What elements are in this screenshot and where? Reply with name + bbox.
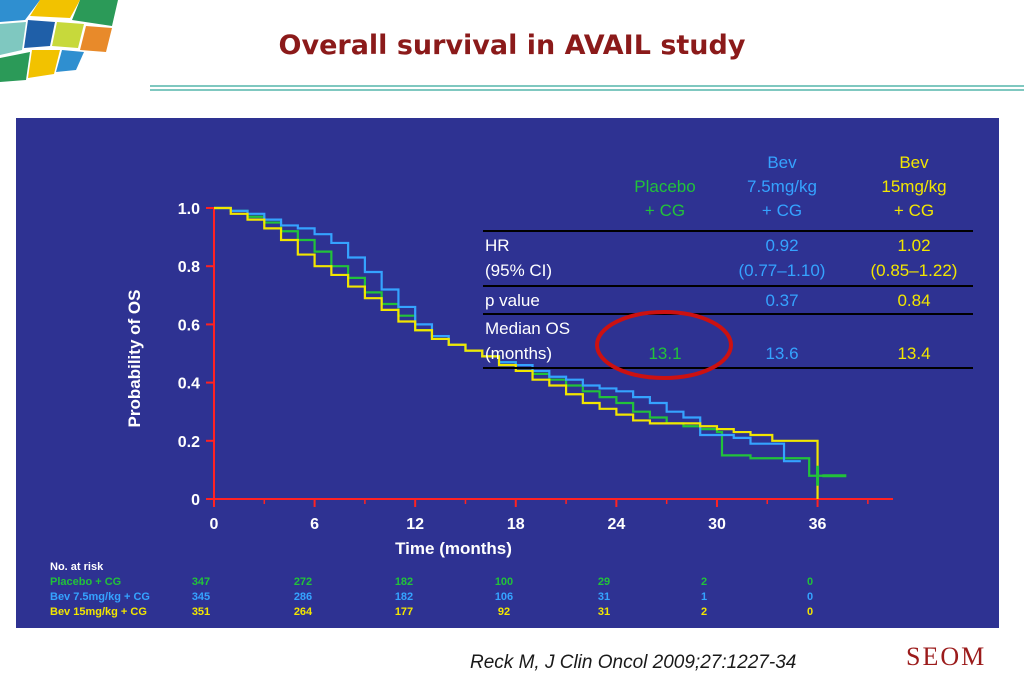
citation: Reck M, J Clin Oncol 2009;27:1227-34 <box>470 652 797 673</box>
risk-value: 345 <box>192 591 210 603</box>
risk-row-label: Bev 15mg/kg + CG <box>50 606 147 618</box>
table-cell: 1.02 <box>897 236 930 255</box>
table-row-label: (months) <box>485 344 552 363</box>
x-tick-label: 0 <box>210 516 219 533</box>
risk-row-label: Bev 7.5mg/kg + CG <box>50 591 150 603</box>
x-tick-label: 18 <box>507 516 525 533</box>
risk-value: 31 <box>598 591 610 603</box>
risk-value: 2 <box>701 576 707 588</box>
title-divider <box>150 85 1024 91</box>
table-column-header: + CG <box>894 201 934 220</box>
footnote: ITT (intent to treat) population <box>42 643 240 660</box>
risk-value: 1 <box>701 591 707 603</box>
risk-value: 31 <box>598 606 610 618</box>
risk-row-label: Placebo + CG <box>50 576 121 588</box>
table-cell: (0.85–1.22) <box>871 261 958 280</box>
risk-table-header: No. at risk <box>50 561 104 573</box>
table-row-label: p value <box>485 291 540 310</box>
y-tick-label: 0.2 <box>178 434 200 451</box>
table-row-label: Median OS <box>485 319 570 338</box>
table-row-label: HR <box>485 236 510 255</box>
risk-value: 182 <box>395 576 413 588</box>
risk-value: 0 <box>807 591 813 603</box>
table-cell: 13.1 <box>648 344 681 363</box>
risk-value: 351 <box>192 606 210 618</box>
table-column-header: 7.5mg/kg <box>747 177 817 196</box>
highlight-ellipse <box>595 310 733 380</box>
chart-panel: 0 0.2 0.4 0.6 0.8 1.0 0 6 12 18 24 30 36 Time (months… <box>16 118 999 628</box>
slide-title: Overall survival in AVAIL study <box>278 30 746 61</box>
survival-curve-placebo <box>214 206 835 477</box>
table-column-header: Placebo <box>634 177 695 196</box>
table-column-header: 15mg/kg <box>881 177 946 196</box>
table-cell: 0.37 <box>765 291 798 310</box>
mosaic-logo <box>0 0 120 82</box>
x-tick-label: 30 <box>708 516 726 533</box>
table-column-header: Bev <box>899 153 929 172</box>
table-cell: 13.6 <box>765 344 798 363</box>
table-cell: (0.77–1.10) <box>739 261 826 280</box>
risk-value: 286 <box>294 591 312 603</box>
table-column-header: + CG <box>645 201 685 220</box>
x-tick-label: 24 <box>607 516 625 533</box>
y-tick-label: 0.8 <box>178 259 200 276</box>
table-cell: 0.84 <box>897 291 930 310</box>
y-tick-label: 1.0 <box>178 201 200 218</box>
table-column-header: + CG <box>762 201 802 220</box>
risk-value: 347 <box>192 576 210 588</box>
table-cell: 13.4 <box>897 344 930 363</box>
table-column-header: Bev <box>767 153 797 172</box>
y-axis-label: Probability of OS <box>125 290 144 428</box>
risk-value: 0 <box>807 606 813 618</box>
risk-value: 92 <box>498 606 510 618</box>
risk-value: 264 <box>294 606 313 618</box>
risk-value: 106 <box>495 591 513 603</box>
y-tick-label: 0.4 <box>178 376 200 393</box>
risk-value: 0 <box>807 576 813 588</box>
risk-value: 100 <box>495 576 513 588</box>
seom-logo: SEOM <box>906 642 987 671</box>
risk-value: 2 <box>701 606 707 618</box>
x-tick-label: 36 <box>809 516 827 533</box>
risk-value: 177 <box>395 606 413 618</box>
x-tick-label: 12 <box>406 516 424 533</box>
y-tick-label: 0 <box>191 492 200 509</box>
y-tick-label: 0.6 <box>178 317 200 334</box>
table-row-label: (95% CI) <box>485 261 552 280</box>
x-axis-label: Time (months) <box>395 539 512 558</box>
risk-value: 182 <box>395 591 413 603</box>
table-cell: 0.92 <box>765 236 798 255</box>
x-tick-label: 6 <box>310 516 319 533</box>
risk-value: 29 <box>598 576 610 588</box>
risk-value: 272 <box>294 576 312 588</box>
survival-curve-bev15 <box>214 206 819 499</box>
